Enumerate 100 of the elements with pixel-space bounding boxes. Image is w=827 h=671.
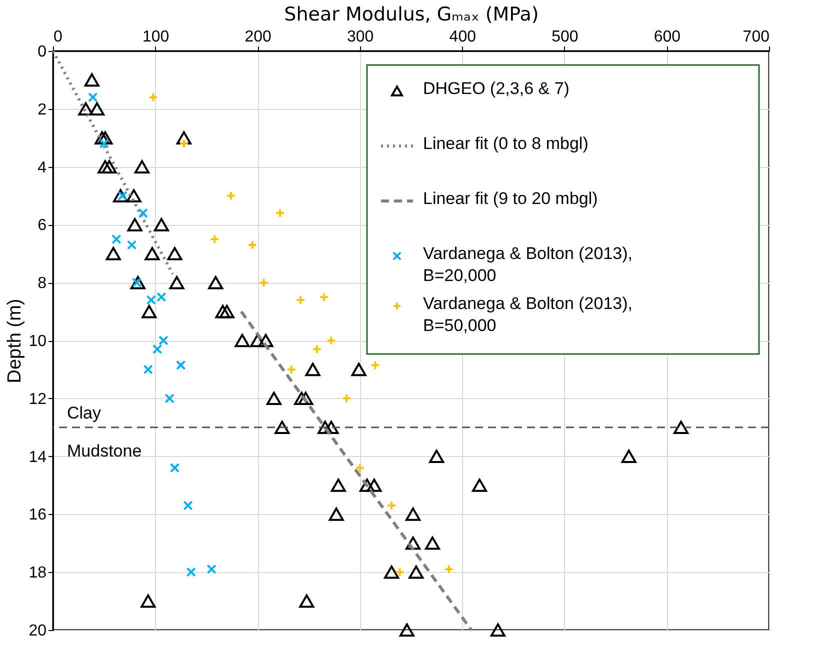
point bbox=[248, 240, 258, 250]
point bbox=[102, 160, 117, 174]
point bbox=[408, 565, 424, 579]
y-tick-label: 0 bbox=[38, 44, 47, 60]
x-tick-label: 700 bbox=[742, 28, 770, 46]
point bbox=[215, 304, 230, 318]
point bbox=[621, 450, 636, 463]
point bbox=[258, 278, 269, 288]
point bbox=[148, 92, 158, 102]
point bbox=[98, 160, 113, 174]
point bbox=[208, 276, 224, 290]
x-tick-label: 500 bbox=[552, 28, 578, 46]
point bbox=[186, 567, 196, 577]
point bbox=[490, 623, 506, 637]
point bbox=[328, 508, 344, 521]
y-tick-label: 10 bbox=[28, 333, 47, 350]
point bbox=[394, 567, 405, 577]
x-axis-title: Shear Modulus, Gₘₐₓ (MPa) bbox=[284, 4, 539, 26]
point bbox=[219, 304, 234, 318]
y-tick-label: 6 bbox=[38, 217, 47, 234]
point bbox=[234, 334, 250, 348]
point bbox=[286, 364, 296, 374]
point bbox=[206, 564, 216, 574]
point bbox=[342, 394, 352, 404]
point bbox=[351, 362, 366, 376]
point bbox=[384, 565, 400, 579]
point bbox=[142, 304, 157, 318]
point bbox=[99, 138, 110, 149]
point bbox=[112, 234, 122, 244]
y-tick-label: 8 bbox=[38, 275, 47, 292]
x-tick-label: 300 bbox=[347, 28, 374, 46]
point bbox=[106, 247, 121, 260]
point bbox=[127, 218, 142, 232]
point bbox=[140, 594, 156, 608]
point bbox=[472, 478, 488, 492]
point bbox=[424, 536, 440, 550]
point bbox=[78, 102, 94, 116]
point bbox=[94, 131, 110, 144]
point bbox=[84, 73, 100, 87]
point bbox=[324, 420, 339, 434]
x-tick-label: 200 bbox=[244, 28, 272, 46]
point bbox=[170, 463, 180, 473]
point bbox=[98, 131, 113, 144]
point bbox=[296, 295, 306, 305]
point bbox=[429, 450, 444, 463]
point bbox=[143, 364, 153, 374]
point bbox=[366, 478, 382, 492]
point bbox=[176, 360, 186, 370]
legend-label: Vardanega & Bolton (2013), B=50,000 bbox=[423, 294, 632, 335]
point bbox=[183, 500, 193, 510]
point bbox=[164, 394, 174, 404]
point bbox=[299, 594, 314, 608]
point bbox=[275, 208, 285, 218]
point bbox=[112, 189, 128, 202]
annotation: Mudstone bbox=[67, 441, 142, 460]
point bbox=[258, 334, 274, 348]
point bbox=[305, 362, 320, 376]
x-tick-label: 600 bbox=[654, 28, 681, 46]
point bbox=[226, 190, 236, 201]
point bbox=[130, 276, 146, 290]
point bbox=[138, 208, 148, 218]
point bbox=[274, 420, 290, 434]
point bbox=[144, 247, 160, 260]
point bbox=[406, 508, 421, 521]
point bbox=[126, 240, 137, 250]
x-tick-label: 400 bbox=[449, 28, 476, 46]
annotation: Clay bbox=[67, 403, 102, 422]
point bbox=[154, 218, 169, 232]
point bbox=[88, 92, 98, 102]
y-tick-label: 4 bbox=[38, 159, 47, 176]
legend-label: Linear fit (9 to 20 mbgl) bbox=[423, 189, 598, 208]
legend-label: DHGEO (2,3,6 & 7) bbox=[423, 79, 570, 98]
point bbox=[354, 463, 365, 473]
point bbox=[444, 564, 454, 574]
point bbox=[330, 478, 346, 492]
point bbox=[318, 420, 333, 434]
point bbox=[360, 478, 375, 492]
y-tick-label: 2 bbox=[38, 101, 47, 118]
point bbox=[326, 336, 336, 346]
y-tick-label: 14 bbox=[28, 448, 47, 466]
point bbox=[266, 392, 282, 406]
x-tick-label: 100 bbox=[142, 28, 170, 46]
y-tick-label: 12 bbox=[28, 390, 47, 408]
y-tick-label: 18 bbox=[28, 564, 47, 582]
point bbox=[126, 189, 142, 202]
point bbox=[210, 234, 220, 244]
point bbox=[250, 334, 266, 348]
point bbox=[399, 623, 414, 637]
point bbox=[169, 276, 184, 290]
point bbox=[319, 292, 329, 302]
point bbox=[312, 344, 322, 354]
point bbox=[158, 336, 168, 346]
y-tick-label: 20 bbox=[28, 622, 47, 640]
point bbox=[386, 500, 396, 510]
point bbox=[370, 360, 380, 370]
point bbox=[179, 138, 189, 149]
point bbox=[134, 160, 150, 174]
legend-label: Vardanega & Bolton (2013), B=20,000 bbox=[423, 244, 632, 285]
y-axis-title: Depth (m) bbox=[4, 298, 26, 384]
point bbox=[152, 344, 162, 354]
